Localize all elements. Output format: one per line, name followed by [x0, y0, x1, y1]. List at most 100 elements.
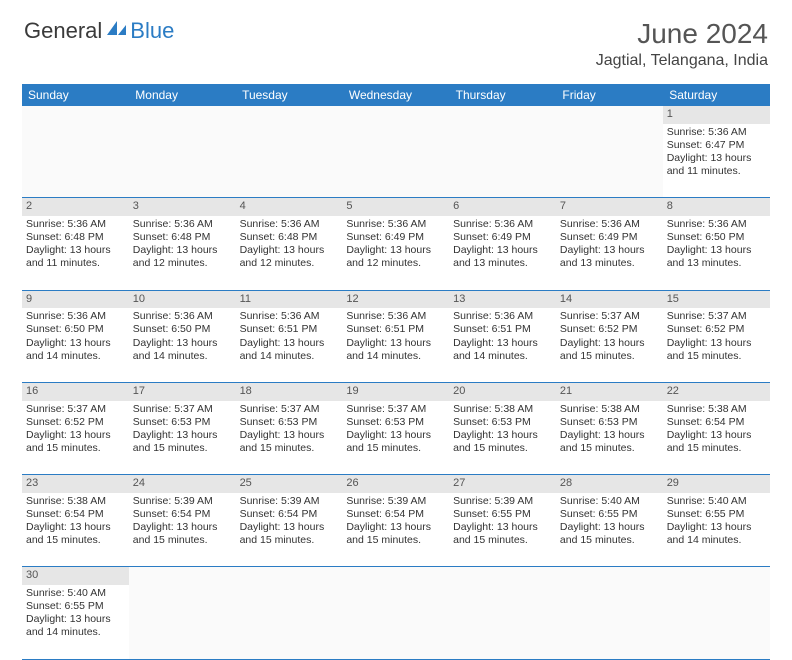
weekday-header-row: SundayMondayTuesdayWednesdayThursdayFrid… — [22, 84, 770, 106]
sunrise-text: Sunrise: 5:37 AM — [240, 403, 339, 416]
sunrise-text: Sunrise: 5:37 AM — [26, 403, 125, 416]
sunset-text: Sunset: 6:53 PM — [133, 416, 232, 429]
weekday-header: Thursday — [449, 84, 556, 106]
sunrise-text: Sunrise: 5:40 AM — [667, 495, 766, 508]
day-number-cell: 24 — [129, 475, 236, 493]
day-number-row: 16171819202122 — [22, 382, 770, 400]
day-cell: Sunrise: 5:40 AMSunset: 6:55 PMDaylight:… — [663, 493, 770, 567]
sunset-text: Sunset: 6:54 PM — [133, 508, 232, 521]
day-number-cell — [342, 106, 449, 124]
day-number-cell: 23 — [22, 475, 129, 493]
day-number-cell: 2 — [22, 198, 129, 216]
day-cell — [556, 124, 663, 198]
sunset-text: Sunset: 6:50 PM — [667, 231, 766, 244]
day-number-cell — [556, 106, 663, 124]
sunset-text: Sunset: 6:48 PM — [133, 231, 232, 244]
day-cell: Sunrise: 5:37 AMSunset: 6:52 PMDaylight:… — [22, 401, 129, 475]
day-cell: Sunrise: 5:36 AMSunset: 6:51 PMDaylight:… — [236, 308, 343, 382]
sunrise-text: Sunrise: 5:39 AM — [133, 495, 232, 508]
sunrise-text: Sunrise: 5:38 AM — [453, 403, 552, 416]
day-number-cell — [236, 567, 343, 585]
sunset-text: Sunset: 6:55 PM — [667, 508, 766, 521]
day-number-cell — [556, 567, 663, 585]
sunrise-text: Sunrise: 5:36 AM — [133, 218, 232, 231]
daylight-text: Daylight: 13 hours and 15 minutes. — [560, 337, 659, 363]
daylight-text: Daylight: 13 hours and 15 minutes. — [667, 337, 766, 363]
daylight-text: Daylight: 13 hours and 15 minutes. — [240, 521, 339, 547]
sunset-text: Sunset: 6:51 PM — [346, 323, 445, 336]
day-cell: Sunrise: 5:39 AMSunset: 6:54 PMDaylight:… — [236, 493, 343, 567]
sunset-text: Sunset: 6:52 PM — [560, 323, 659, 336]
sunrise-text: Sunrise: 5:39 AM — [346, 495, 445, 508]
sunset-text: Sunset: 6:54 PM — [240, 508, 339, 521]
day-cell: Sunrise: 5:37 AMSunset: 6:52 PMDaylight:… — [663, 308, 770, 382]
daylight-text: Daylight: 13 hours and 13 minutes. — [453, 244, 552, 270]
logo-sail-icon — [106, 19, 128, 37]
sunrise-text: Sunrise: 5:36 AM — [240, 218, 339, 231]
day-cell — [556, 585, 663, 659]
day-number-cell: 27 — [449, 475, 556, 493]
daylight-text: Daylight: 13 hours and 15 minutes. — [453, 429, 552, 455]
sunrise-text: Sunrise: 5:36 AM — [453, 218, 552, 231]
day-cell: Sunrise: 5:36 AMSunset: 6:49 PMDaylight:… — [449, 216, 556, 290]
day-cell: Sunrise: 5:37 AMSunset: 6:53 PMDaylight:… — [236, 401, 343, 475]
sunrise-text: Sunrise: 5:36 AM — [240, 310, 339, 323]
daylight-text: Daylight: 13 hours and 14 minutes. — [26, 613, 125, 639]
daylight-text: Daylight: 13 hours and 15 minutes. — [453, 521, 552, 547]
sunrise-text: Sunrise: 5:37 AM — [133, 403, 232, 416]
day-number-cell: 16 — [22, 382, 129, 400]
location-text: Jagtial, Telangana, India — [596, 52, 768, 70]
day-cell: Sunrise: 5:36 AMSunset: 6:48 PMDaylight:… — [129, 216, 236, 290]
sunrise-text: Sunrise: 5:37 AM — [667, 310, 766, 323]
day-number-cell: 1 — [663, 106, 770, 124]
sunrise-text: Sunrise: 5:36 AM — [26, 218, 125, 231]
daylight-text: Daylight: 13 hours and 15 minutes. — [346, 521, 445, 547]
day-cell: Sunrise: 5:37 AMSunset: 6:53 PMDaylight:… — [129, 401, 236, 475]
sunset-text: Sunset: 6:53 PM — [346, 416, 445, 429]
day-number-cell — [129, 106, 236, 124]
sunset-text: Sunset: 6:53 PM — [560, 416, 659, 429]
day-cell — [236, 585, 343, 659]
weekday-header: Saturday — [663, 84, 770, 106]
day-number-row: 9101112131415 — [22, 290, 770, 308]
day-number-cell: 19 — [342, 382, 449, 400]
sunset-text: Sunset: 6:54 PM — [667, 416, 766, 429]
day-cell: Sunrise: 5:36 AMSunset: 6:50 PMDaylight:… — [129, 308, 236, 382]
sunrise-text: Sunrise: 5:36 AM — [133, 310, 232, 323]
day-number-cell: 20 — [449, 382, 556, 400]
page-title: June 2024 — [596, 18, 768, 50]
sunrise-text: Sunrise: 5:36 AM — [346, 218, 445, 231]
day-cell — [449, 124, 556, 198]
calendar-week-row: Sunrise: 5:36 AMSunset: 6:47 PMDaylight:… — [22, 124, 770, 198]
day-number-cell: 21 — [556, 382, 663, 400]
daylight-text: Daylight: 13 hours and 15 minutes. — [133, 429, 232, 455]
day-cell: Sunrise: 5:36 AMSunset: 6:49 PMDaylight:… — [556, 216, 663, 290]
day-number-cell: 4 — [236, 198, 343, 216]
sunset-text: Sunset: 6:50 PM — [133, 323, 232, 336]
daylight-text: Daylight: 13 hours and 15 minutes. — [240, 429, 339, 455]
day-cell: Sunrise: 5:36 AMSunset: 6:51 PMDaylight:… — [449, 308, 556, 382]
day-cell — [22, 124, 129, 198]
day-number-cell — [236, 106, 343, 124]
day-number-cell: 8 — [663, 198, 770, 216]
calendar-body: 1Sunrise: 5:36 AMSunset: 6:47 PMDaylight… — [22, 106, 770, 659]
day-number-cell: 6 — [449, 198, 556, 216]
day-cell: Sunrise: 5:37 AMSunset: 6:53 PMDaylight:… — [342, 401, 449, 475]
calendar-week-row: Sunrise: 5:38 AMSunset: 6:54 PMDaylight:… — [22, 493, 770, 567]
daylight-text: Daylight: 13 hours and 14 minutes. — [667, 521, 766, 547]
sunset-text: Sunset: 6:49 PM — [453, 231, 552, 244]
day-number-cell: 17 — [129, 382, 236, 400]
day-number-cell: 3 — [129, 198, 236, 216]
sunrise-text: Sunrise: 5:39 AM — [453, 495, 552, 508]
daylight-text: Daylight: 13 hours and 14 minutes. — [133, 337, 232, 363]
sunset-text: Sunset: 6:54 PM — [26, 508, 125, 521]
daylight-text: Daylight: 13 hours and 15 minutes. — [667, 429, 766, 455]
sunset-text: Sunset: 6:49 PM — [346, 231, 445, 244]
day-cell: Sunrise: 5:40 AMSunset: 6:55 PMDaylight:… — [22, 585, 129, 659]
day-number-cell: 12 — [342, 290, 449, 308]
day-cell: Sunrise: 5:39 AMSunset: 6:54 PMDaylight:… — [129, 493, 236, 567]
day-number-cell: 18 — [236, 382, 343, 400]
day-cell — [129, 585, 236, 659]
day-cell: Sunrise: 5:36 AMSunset: 6:51 PMDaylight:… — [342, 308, 449, 382]
daylight-text: Daylight: 13 hours and 15 minutes. — [560, 521, 659, 547]
